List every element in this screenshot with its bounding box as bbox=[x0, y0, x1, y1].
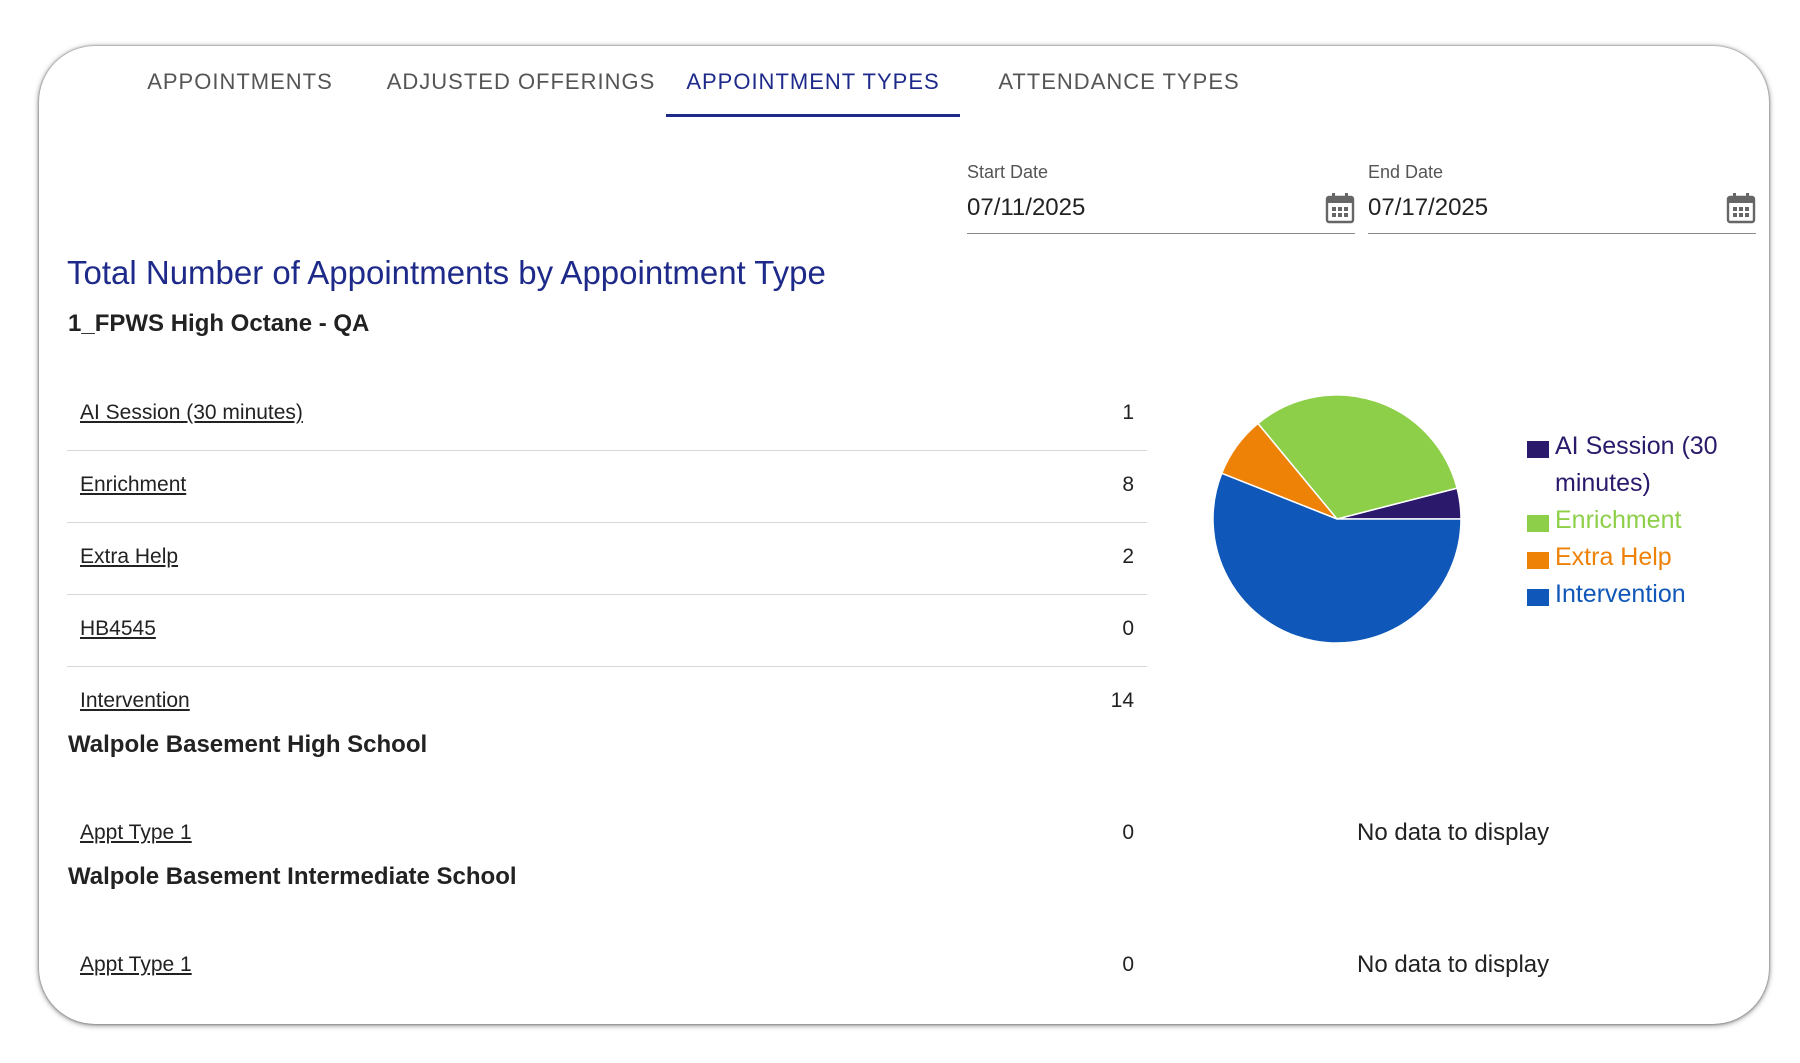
legend-swatch bbox=[1527, 441, 1549, 458]
appointment-type-link[interactable]: Intervention bbox=[80, 689, 190, 712]
end-date-label: End Date bbox=[1368, 162, 1444, 182]
table-row: HB4545 0 bbox=[67, 595, 1147, 667]
school-name: Walpole Basement Intermediate School bbox=[68, 863, 517, 890]
report-card: APPOINTMENTS ADJUSTED OFFERINGS APPOINTM… bbox=[39, 46, 1769, 1024]
calendar-icon[interactable] bbox=[1325, 192, 1355, 224]
appointment-count: 0 bbox=[1122, 821, 1134, 844]
chart-legend: AI Session (30 minutes) Enrichment Extra… bbox=[1527, 428, 1757, 613]
table-row: Enrichment 8 bbox=[67, 451, 1147, 523]
appointment-count: 0 bbox=[1122, 953, 1134, 976]
appointment-type-link[interactable]: AI Session (30 minutes) bbox=[80, 401, 303, 424]
table-row: Extra Help 2 bbox=[67, 523, 1147, 595]
start-date-field: Start Date bbox=[967, 162, 1355, 236]
start-date-label: Start Date bbox=[967, 162, 1049, 182]
legend-item-ai-session[interactable]: AI Session (30 minutes) bbox=[1527, 428, 1757, 502]
legend-label: Intervention bbox=[1555, 580, 1686, 608]
pie-slice-enrichment[interactable] bbox=[1256, 394, 1459, 520]
legend-item-extra-help[interactable]: Extra Help bbox=[1527, 539, 1757, 576]
legend-swatch bbox=[1527, 515, 1549, 532]
table-row: AI Session (30 minutes) 1 bbox=[67, 379, 1147, 451]
appointment-type-link[interactable]: Enrichment bbox=[80, 473, 187, 496]
appointment-count: 2 bbox=[1122, 545, 1134, 568]
tab-adjusted-offerings[interactable]: ADJUSTED OFFERINGS bbox=[386, 69, 656, 94]
end-date-field: End Date bbox=[1368, 162, 1756, 236]
legend-item-intervention[interactable]: Intervention bbox=[1527, 576, 1757, 613]
legend-label: Extra Help bbox=[1555, 543, 1672, 571]
legend-label: Enrichment bbox=[1555, 506, 1682, 534]
no-data-message: No data to display bbox=[1357, 819, 1550, 846]
legend-swatch bbox=[1527, 589, 1549, 606]
appointment-type-link[interactable]: HB4545 bbox=[80, 617, 156, 640]
school-name: Walpole Basement High School bbox=[68, 731, 428, 758]
active-tab-indicator bbox=[666, 114, 960, 117]
no-data-message: No data to display bbox=[1357, 951, 1550, 978]
tab-appointments[interactable]: APPOINTMENTS bbox=[147, 69, 333, 94]
appointment-count: 8 bbox=[1122, 473, 1134, 496]
appointment-type-link[interactable]: Appt Type 1 bbox=[80, 953, 192, 976]
end-date-input[interactable] bbox=[1368, 192, 1708, 224]
tab-appointment-types[interactable]: APPOINTMENT TYPES bbox=[686, 69, 940, 94]
appointment-count: 14 bbox=[1110, 689, 1134, 712]
legend-item-enrichment[interactable]: Enrichment bbox=[1527, 502, 1757, 539]
appointment-type-pie-chart bbox=[1212, 394, 1462, 644]
calendar-icon[interactable] bbox=[1726, 192, 1756, 224]
appointment-count: 1 bbox=[1122, 401, 1134, 424]
legend-swatch bbox=[1527, 552, 1549, 569]
legend-label: AI Session (30 minutes) bbox=[1555, 432, 1718, 497]
tab-bar: APPOINTMENTS ADJUSTED OFFERINGS APPOINTM… bbox=[39, 46, 1769, 118]
appointment-type-link[interactable]: Appt Type 1 bbox=[80, 821, 192, 844]
pie-slice-intervention[interactable] bbox=[1212, 472, 1462, 644]
page-title: Total Number of Appointments by Appointm… bbox=[67, 254, 826, 291]
end-date-underline bbox=[1368, 233, 1756, 234]
school-name: 1_FPWS High Octane - QA bbox=[68, 310, 370, 337]
appointment-type-link[interactable]: Extra Help bbox=[80, 545, 179, 568]
start-date-underline bbox=[967, 233, 1355, 234]
table-row: Appt Type 1 0 bbox=[67, 799, 1147, 870]
tab-attendance-types[interactable]: ATTENDANCE TYPES bbox=[998, 69, 1240, 94]
start-date-input[interactable] bbox=[967, 192, 1307, 224]
table-row: Intervention 14 bbox=[67, 667, 1147, 738]
appointment-count: 0 bbox=[1122, 617, 1134, 640]
table-row: Appt Type 1 0 bbox=[67, 931, 1147, 1002]
